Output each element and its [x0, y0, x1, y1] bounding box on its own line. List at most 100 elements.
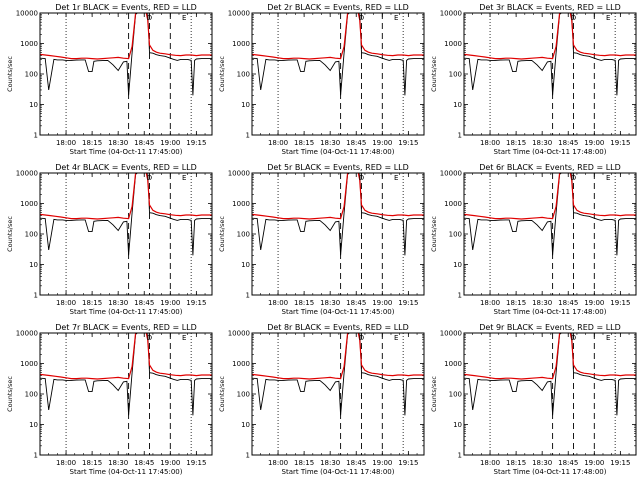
x-axis-label: Start Time (04-Oct-11 17:48:00) [282, 468, 395, 476]
y-tick-label: 1000 [20, 200, 38, 208]
x-tick-label: 19:00 [160, 459, 180, 467]
x-tick-label: 18:45 [346, 299, 366, 307]
detector-panel-3: Det 3r BLACK = Events, RED = LLD Counts/s… [430, 3, 637, 156]
panel-title: Det 6r BLACK = Events, RED = LLD [479, 163, 621, 172]
x-tick-label: 18:15 [294, 459, 314, 467]
y-axis-label: Counts/sec [430, 376, 438, 412]
x-axis-label: Start Time (04-Oct-11 17:48:00) [282, 148, 395, 156]
x-tick-label: 19:15 [398, 299, 418, 307]
y-tick-label: 10 [241, 101, 250, 109]
x-tick-label: 19:00 [160, 139, 180, 147]
y-axis-label: Counts/sec [430, 216, 438, 252]
x-tick-label: 19:15 [398, 139, 418, 147]
panel-title: Det 5r BLACK = Events, RED = LLD [267, 163, 409, 172]
y-tick-label: 1 [246, 452, 250, 460]
lld-series-line [464, 13, 636, 60]
y-tick-label: 10000 [440, 10, 462, 18]
flag-marker-label: D [147, 334, 152, 342]
panel-title: Det 8r BLACK = Events, RED = LLD [267, 323, 409, 332]
x-tick-label: 18:15 [506, 139, 526, 147]
y-tick-label: 1000 [20, 360, 38, 368]
x-tick-label: 18:15 [82, 139, 102, 147]
x-axis-label: Start Time (04-Oct-11 17:45:00) [70, 308, 183, 316]
x-tick-label: 19:15 [186, 459, 206, 467]
y-tick-label: 10000 [16, 330, 38, 338]
x-tick-label: 18:00 [480, 459, 500, 467]
flag-marker-label: E [394, 14, 398, 22]
x-axis-label: Start Time (04-Oct-11 17:48:00) [494, 148, 607, 156]
y-tick-label: 10 [29, 421, 38, 429]
flag-marker-label: D [359, 334, 364, 342]
detector-panel-4: Det 4r BLACK = Events, RED = LLD Counts/s… [6, 163, 213, 316]
y-tick-label: 10 [453, 101, 462, 109]
panel-title: Det 7r BLACK = Events, RED = LLD [55, 323, 197, 332]
flag-marker-label: D [571, 334, 576, 342]
panel-title: Det 2r BLACK = Events, RED = LLD [267, 3, 409, 12]
y-tick-label: 10000 [16, 170, 38, 178]
lld-series-line [252, 173, 424, 220]
y-tick-label: 10000 [228, 10, 250, 18]
plot-frame [251, 12, 425, 136]
x-tick-label: 18:30 [532, 299, 552, 307]
flag-marker-label: D [147, 14, 152, 22]
y-tick-label: 1000 [444, 200, 462, 208]
x-tick-label: 19:15 [186, 299, 206, 307]
lld-series-line [252, 333, 424, 380]
y-tick-label: 10000 [228, 330, 250, 338]
y-tick-label: 1000 [20, 40, 38, 48]
x-tick-label: 18:45 [558, 299, 578, 307]
y-axis-label: Counts/sec [218, 376, 226, 412]
panel-title: Det 4r BLACK = Events, RED = LLD [55, 163, 197, 172]
detector-panel-7: Det 7r BLACK = Events, RED = LLD Counts/s… [6, 323, 213, 476]
lld-series-line [40, 13, 212, 60]
y-tick-label: 10 [29, 261, 38, 269]
flag-marker-label: D [571, 174, 576, 182]
panel-title: Det 1r BLACK = Events, RED = LLD [55, 3, 197, 12]
y-tick-label: 100 [25, 231, 38, 239]
x-tick-label: 18:00 [480, 299, 500, 307]
lld-series-line [464, 333, 636, 380]
plot-frame [463, 332, 637, 456]
x-tick-label: 18:30 [320, 459, 340, 467]
flag-marker-label: E [394, 174, 398, 182]
x-tick-label: 18:30 [320, 299, 340, 307]
lld-series-line [252, 13, 424, 60]
y-axis-label: Counts/sec [430, 56, 438, 92]
flag-marker-label: E [182, 14, 186, 22]
x-tick-label: 18:45 [346, 139, 366, 147]
plot-frame [39, 12, 213, 136]
x-tick-label: 19:15 [610, 139, 630, 147]
x-tick-label: 18:00 [480, 139, 500, 147]
y-tick-label: 10 [241, 421, 250, 429]
y-tick-label: 100 [449, 391, 462, 399]
flag-marker-label: D [359, 14, 364, 22]
plot-frame [39, 172, 213, 296]
flag-marker-label: E [394, 334, 398, 342]
lld-series-line [464, 173, 636, 220]
plot-frame [251, 172, 425, 296]
y-tick-label: 1 [34, 132, 38, 140]
x-tick-label: 18:00 [268, 459, 288, 467]
x-tick-label: 18:45 [558, 459, 578, 467]
flag-marker-label: E [182, 334, 186, 342]
x-tick-label: 19:00 [372, 139, 392, 147]
y-tick-label: 10 [29, 101, 38, 109]
x-tick-label: 19:15 [610, 459, 630, 467]
y-tick-label: 1000 [444, 40, 462, 48]
x-tick-label: 18:45 [558, 139, 578, 147]
x-tick-label: 18:00 [56, 459, 76, 467]
y-tick-label: 1000 [444, 360, 462, 368]
y-axis-label: Counts/sec [218, 56, 226, 92]
y-axis-label: Counts/sec [218, 216, 226, 252]
flag-marker-label: E [606, 14, 610, 22]
y-tick-label: 100 [237, 231, 250, 239]
detector-panel-5: Det 5r BLACK = Events, RED = LLD Counts/s… [218, 163, 425, 316]
x-tick-label: 18:15 [294, 139, 314, 147]
y-axis-label: Counts/sec [6, 56, 14, 92]
lld-series-line [40, 333, 212, 380]
y-tick-label: 100 [237, 71, 250, 79]
x-tick-label: 18:15 [506, 459, 526, 467]
x-tick-label: 18:45 [346, 459, 366, 467]
